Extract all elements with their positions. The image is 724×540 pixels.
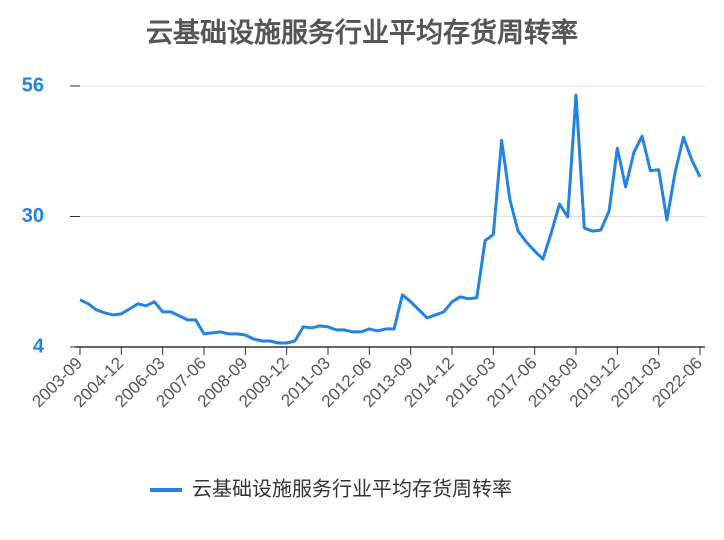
legend-label: 云基础设施服务行业平均存货周转率 (192, 477, 512, 500)
y-tick-label: 4 (33, 335, 45, 357)
y-tick-label: 30 (22, 205, 44, 227)
y-tick-label: 56 (22, 74, 44, 96)
chart-title: 云基础设施服务行业平均存货周转率 (146, 17, 578, 48)
data-line (79, 93, 702, 345)
